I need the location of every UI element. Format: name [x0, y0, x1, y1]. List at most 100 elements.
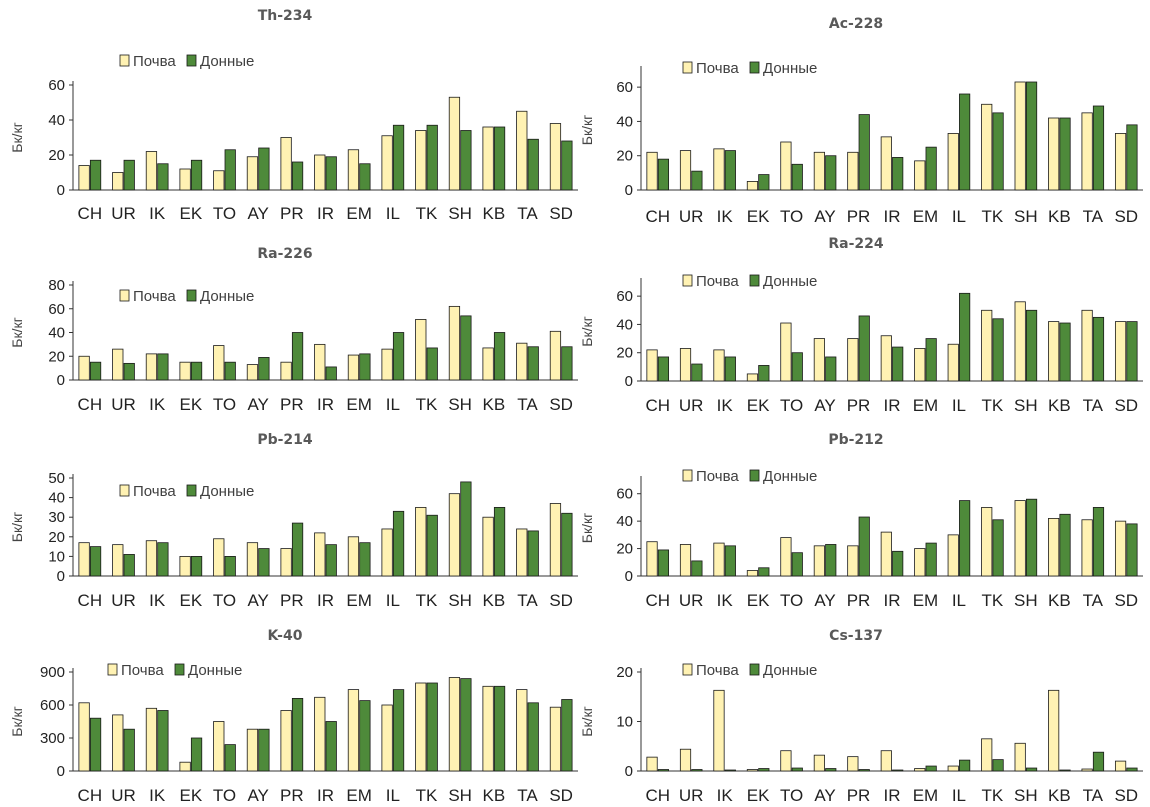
x-tick-label: UR	[679, 396, 704, 415]
bar-sediment-ur	[123, 554, 135, 577]
bar-sediment-pr	[291, 522, 304, 577]
chart-title: Pb-214	[257, 432, 313, 448]
bar-sediment-pr	[291, 332, 304, 381]
bar-soil-pr	[847, 756, 859, 772]
bar-sediment-kb	[493, 685, 506, 772]
bar-sediment-pr	[858, 315, 870, 382]
bar-soil-ur	[112, 544, 124, 577]
x-tick-label: CH	[645, 396, 670, 415]
bar-soil-tk	[981, 309, 993, 382]
legend-swatch-sediment	[186, 289, 197, 302]
bar-sediment-ur	[123, 362, 135, 381]
bar-soil-to	[780, 750, 792, 772]
bar-sediment-em	[359, 353, 371, 381]
bar-sediment-pr	[291, 698, 304, 772]
y-axis-label: Бк/кг	[9, 317, 25, 347]
bar-sediment-em	[359, 700, 371, 772]
y-tick-label: 20	[616, 345, 633, 362]
bar-soil-sh	[448, 305, 461, 381]
x-tick-label: IK	[717, 786, 734, 805]
x-tick-label: EK	[179, 395, 202, 414]
chart-title: Ra-226	[257, 246, 312, 262]
bar-soil-il	[947, 534, 959, 577]
bar-sediment-kb	[493, 506, 506, 577]
bar-sediment-il	[392, 510, 405, 577]
chart-3: Ra-224 Бк/кг 0 20 40 60 CH UR IK EK TO AY PR IR EM IL TK…	[579, 236, 1143, 415]
bar-soil-tk	[981, 738, 993, 772]
x-tick-label: KB	[1048, 786, 1071, 805]
bar-sediment-il	[392, 332, 405, 381]
x-tick-label: EM	[913, 207, 939, 226]
bar-soil-ek	[746, 373, 759, 382]
x-tick-label: AY	[814, 786, 835, 805]
bar-sediment-ek	[190, 159, 203, 191]
bar-sediment-sd	[1126, 124, 1138, 191]
y-tick-label: 0	[625, 763, 633, 780]
y-tick-label: 40	[616, 513, 633, 530]
y-tick-label: 0	[625, 373, 633, 390]
bar-sediment-il	[959, 759, 971, 772]
bar-sediment-tk	[426, 682, 438, 772]
bar-sediment-ur	[691, 560, 703, 577]
bar-soil-il	[381, 348, 393, 381]
y-axis-label: Бк/кг	[579, 115, 595, 145]
bar-soil-to	[780, 141, 792, 191]
legend-label: Донные	[763, 468, 817, 485]
bar-sediment-pr	[858, 769, 870, 772]
bar-soil-ek	[179, 168, 191, 191]
chart-title: Ra-224	[828, 236, 884, 252]
x-tick-label: IL	[386, 395, 400, 414]
bar-soil-to	[213, 345, 225, 381]
x-tick-label: AY	[247, 786, 268, 805]
legend-swatch-soil	[682, 274, 693, 287]
y-tick-label: 60	[616, 79, 633, 96]
bar-soil-kb	[1048, 321, 1060, 382]
x-tick-label: IL	[952, 786, 966, 805]
bar-soil-to	[213, 721, 225, 772]
x-tick-label: IK	[149, 204, 166, 223]
x-tick-label: AY	[814, 591, 835, 610]
x-tick-label: IR	[884, 396, 901, 415]
bar-soil-ta	[516, 342, 528, 381]
x-tick-label: SD	[1114, 396, 1138, 415]
bar-soil-em	[347, 536, 360, 577]
bar-sediment-ik	[157, 542, 169, 577]
legend-label: Донные	[763, 273, 817, 290]
bar-sediment-tk	[992, 759, 1004, 772]
x-tick-label: TK	[982, 396, 1004, 415]
bar-soil-to	[780, 537, 792, 577]
bar-sediment-ay	[258, 548, 270, 577]
x-tick-label: IR	[317, 591, 334, 610]
chart-title: Ac-228	[829, 16, 883, 32]
bar-soil-ek	[179, 361, 191, 381]
bar-soil-kb	[1048, 117, 1060, 191]
legend-swatch-soil	[119, 484, 130, 497]
x-tick-label: IR	[317, 786, 334, 805]
bar-soil-ir	[314, 696, 326, 772]
bar-sediment-sd	[1126, 523, 1138, 577]
x-tick-label: TA	[1083, 591, 1104, 610]
bar-sediment-ch	[657, 549, 670, 577]
bar-soil-sh	[1014, 301, 1026, 382]
x-tick-label: UR	[111, 786, 136, 805]
x-tick-label: TO	[213, 204, 236, 223]
y-tick-label: 40	[48, 490, 65, 507]
bar-soil-ek	[746, 181, 759, 191]
legend-swatch-soil	[682, 469, 693, 482]
bar-sediment-ch	[657, 769, 670, 772]
y-tick-label: 10	[616, 714, 633, 731]
bar-soil-em	[347, 689, 360, 772]
bar-sediment-ir	[892, 550, 904, 577]
bar-soil-ch	[78, 355, 90, 381]
x-tick-label: UR	[111, 395, 136, 414]
bar-sediment-ek	[758, 174, 770, 191]
y-tick-label: 30	[48, 509, 65, 526]
legend-label: Почва	[696, 468, 739, 485]
y-tick-label: 40	[48, 325, 65, 342]
y-axis-label: Бк/кг	[579, 706, 595, 736]
bar-sediment-ir	[892, 769, 904, 772]
y-tick-label: 60	[616, 486, 633, 503]
x-tick-label: UR	[679, 786, 704, 805]
bar-sediment-ur	[691, 363, 703, 382]
bar-sediment-pr	[291, 161, 304, 191]
